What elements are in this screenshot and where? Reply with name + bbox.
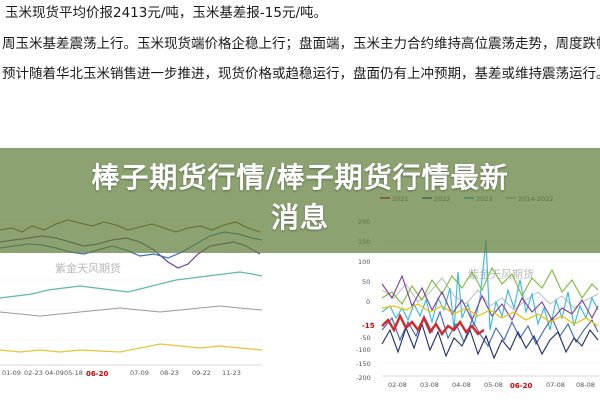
left-x-tick: 04-09 <box>45 369 64 377</box>
right-y-tick: -100 <box>356 346 371 354</box>
right-y-tick: 100 <box>358 258 370 266</box>
left-yellow-series <box>0 343 263 353</box>
right-y-tick: -50 <box>360 334 371 342</box>
left-x-tick: 08-23 <box>160 369 179 377</box>
left-chart-watermark: 紫金天风期货 <box>55 261 121 275</box>
title-banner <box>0 148 600 253</box>
right-x-tick-highlight: 06-20 <box>510 382 533 390</box>
left-x-tick: 01-09 <box>2 369 21 377</box>
left-x-tick: 02-23 <box>24 369 43 377</box>
banner-title[interactable]: 棒子期货行情/棒子期货行情最新 消息 <box>0 158 600 238</box>
right-x-tick: 07-08 <box>546 381 565 389</box>
left-gray-series <box>0 305 263 317</box>
right-navy-series <box>381 322 599 360</box>
right-y-tick: -150 <box>356 360 371 368</box>
banner-title-line-2: 消息 <box>270 201 329 234</box>
left-x-tick: 05-18 <box>64 369 83 377</box>
article-line-2: 周玉米基差震荡上行。玉米现货端价格企稳上行；盘面端，玉米主力合约维持高位震荡走势… <box>2 36 600 52</box>
left-x-tick: 11-23 <box>222 369 241 377</box>
right-x-tick: 02-08 <box>388 381 407 389</box>
right-y-tick: 0 <box>366 298 370 306</box>
left-x-tick-highlight: 06-20 <box>86 370 109 378</box>
right-gray-series <box>381 277 599 311</box>
article-line-1: 玉米现货平均价报2413元/吨，玉米基差报-15元/吨。 <box>5 5 328 21</box>
left-x-tick: 09-22 <box>192 369 211 377</box>
right-x-tick: 03-08 <box>420 381 439 389</box>
article-line-3: 预计随着华北玉米销售进一步推进，现货价格或趋稳运行，盘面仍有上冲预期，基差或维持… <box>2 66 600 82</box>
left-x-tick: 07-09 <box>130 369 149 377</box>
right-y-tick-highlight: -15 <box>362 322 375 330</box>
right-purple-series <box>381 274 599 322</box>
right-cyan-series <box>381 239 599 331</box>
right-green-series <box>381 266 599 305</box>
right-yellow-series <box>381 303 599 327</box>
right-red-series <box>381 313 485 337</box>
right-y-tick: -200 <box>356 374 371 382</box>
left-teal-series <box>0 271 263 299</box>
right-x-tick: 08-08 <box>576 381 595 389</box>
right-x-tick: 04-08 <box>452 381 471 389</box>
banner-title-line-1: 棒子期货行情/棒子期货行情最新 <box>91 161 509 194</box>
right-y-tick: 50 <box>362 278 370 286</box>
right-chart-watermark: 紫金天风期货 <box>468 267 534 281</box>
right-x-tick: 05-08 <box>484 381 503 389</box>
